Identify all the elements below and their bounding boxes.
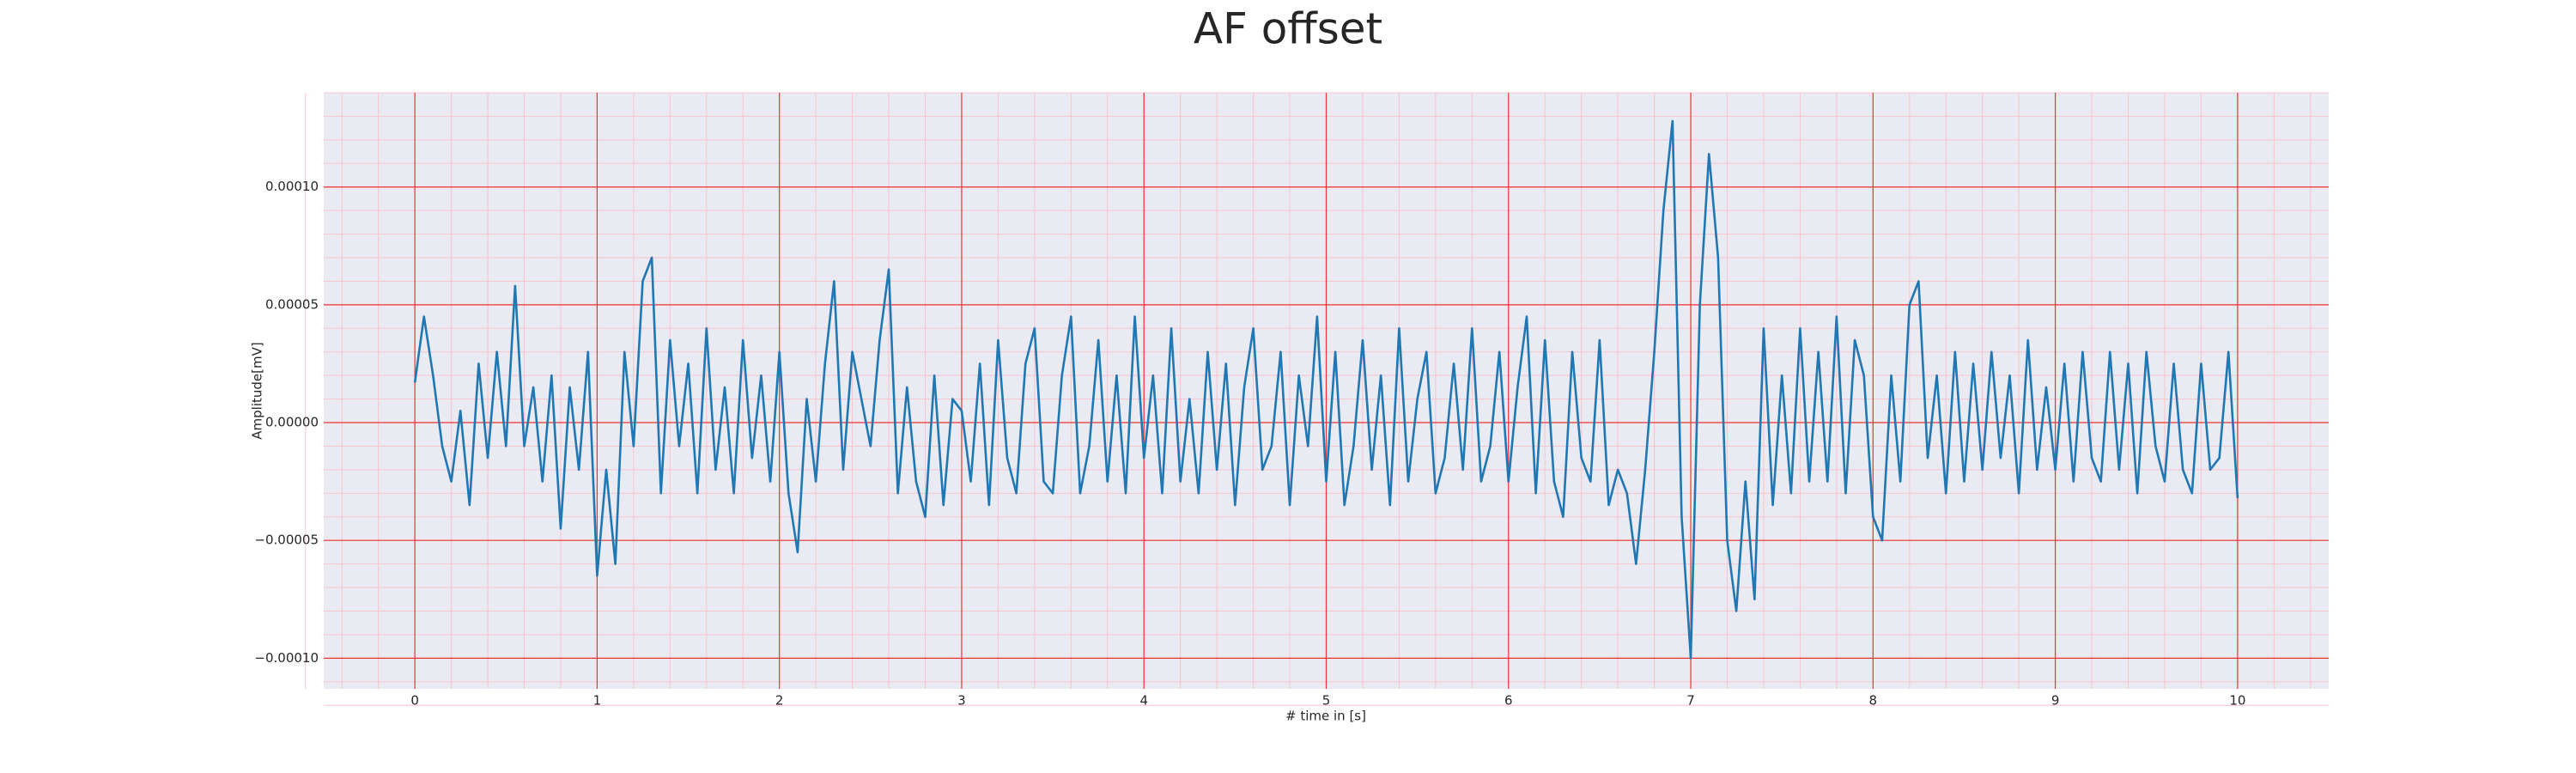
- x-tick-label: 5: [1322, 693, 1331, 709]
- y-tick-label: −0.00010: [254, 650, 319, 666]
- chart-title: AF offset: [1194, 4, 1382, 54]
- y-tick-label: −0.00005: [254, 533, 319, 548]
- x-tick-label: 10: [2229, 693, 2245, 709]
- x-axis-label: # time in [s]: [1285, 709, 1366, 724]
- x-tick-label: 7: [1686, 693, 1695, 709]
- x-tick-label: 2: [775, 693, 784, 709]
- y-tick-label: 0.00000: [265, 415, 319, 430]
- y-axis-label: Amplitude[mV]: [250, 342, 265, 439]
- x-tick-label: 9: [2051, 693, 2060, 709]
- y-tick-label: 0.00010: [265, 179, 319, 194]
- x-tick-label: 6: [1504, 693, 1513, 709]
- y-tick-label: 0.00005: [265, 296, 319, 312]
- x-tick-label: 3: [957, 693, 966, 709]
- data-line: [413, 119, 2239, 660]
- x-tick-label: 4: [1139, 693, 1148, 709]
- x-tick-label: 8: [1869, 693, 1878, 709]
- x-tick-label: 1: [593, 693, 602, 709]
- x-tick-label: 0: [410, 693, 419, 709]
